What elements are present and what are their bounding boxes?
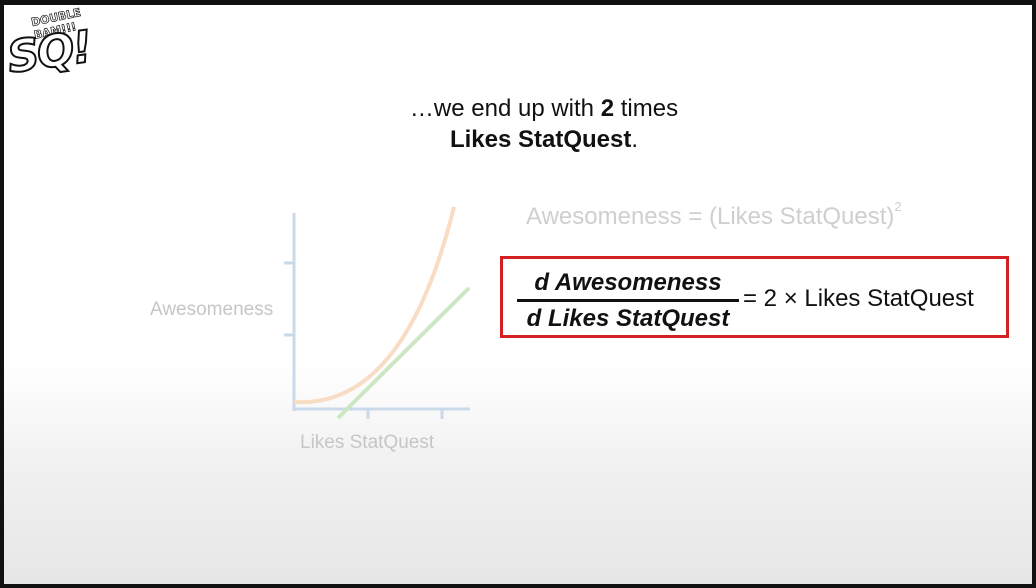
- equation-text: Awesomeness = (Likes StatQuest): [526, 203, 895, 230]
- parabola-curve: [293, 206, 456, 405]
- derivative-box: d Awesomeness d Likes StatQuest = 2 × Li…: [500, 256, 1009, 338]
- x-axis-label: Likes StatQuest: [300, 432, 435, 453]
- headline-variable: Likes StatQuest: [449, 126, 632, 153]
- headline-line1-end: times: [614, 95, 679, 122]
- slide: DOUBLE BAM!!! SQ! …we end up with 2 time…: [4, 5, 1032, 584]
- fraction-numerator: d Awesomeness: [534, 269, 722, 296]
- derivative-fraction: d Awesomeness d Likes StatQuest: [517, 268, 739, 333]
- parabola-plot: [284, 206, 471, 420]
- y-axis-label: Awesomeness: [150, 299, 274, 320]
- tangent-line: [336, 286, 471, 420]
- headline-line1-text: …we end up with: [409, 95, 601, 122]
- fraction-bar: [517, 299, 739, 302]
- equation-exponent: 2: [894, 199, 902, 214]
- headline-factor: 2: [600, 95, 615, 122]
- awesomeness-equation: Awesomeness = (Likes StatQuest)2: [526, 199, 902, 231]
- headline-period: .: [631, 126, 639, 153]
- fraction-denominator: d Likes StatQuest: [526, 305, 730, 332]
- derivative-result: = 2 × Likes StatQuest: [743, 285, 974, 312]
- headline: …we end up with 2 times Likes StatQuest.: [184, 93, 904, 155]
